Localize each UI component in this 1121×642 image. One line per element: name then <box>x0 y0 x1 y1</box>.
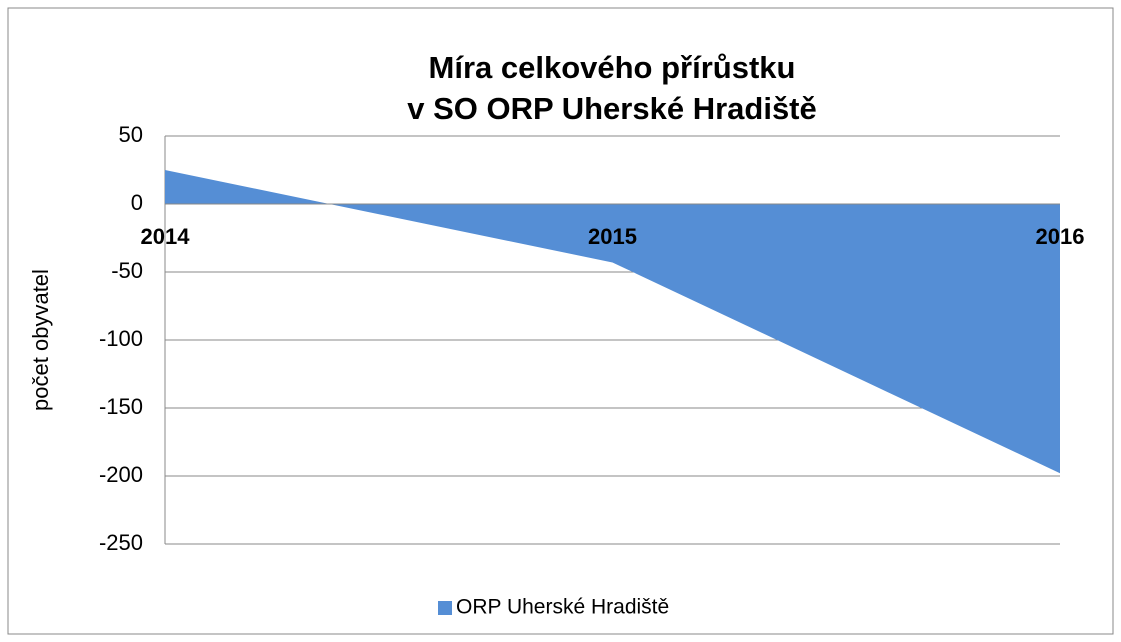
chart-title: Míra celkového přírůstku <box>429 50 796 85</box>
y-tick-label: -150 <box>99 394 143 419</box>
legend-label: ORP Uherské Hradiště <box>456 596 669 619</box>
x-tick-label: 2014 <box>141 224 191 249</box>
x-tick-label: 2016 <box>1036 224 1085 249</box>
y-tick-label: -250 <box>99 530 143 555</box>
y-tick-label: -200 <box>99 462 143 487</box>
y-tick-label: -50 <box>111 258 143 283</box>
area <box>165 170 1060 474</box>
x-tick-label: 2015 <box>588 224 637 249</box>
chart-title: v SO ORP Uherské Hradiště <box>407 91 817 126</box>
legend-swatch <box>438 601 452 615</box>
y-tick-label: 50 <box>119 122 143 147</box>
y-tick-label: -100 <box>99 326 143 351</box>
y-tick-label: 0 <box>131 190 143 215</box>
y-axis-label: počet obyvatel <box>28 269 53 411</box>
